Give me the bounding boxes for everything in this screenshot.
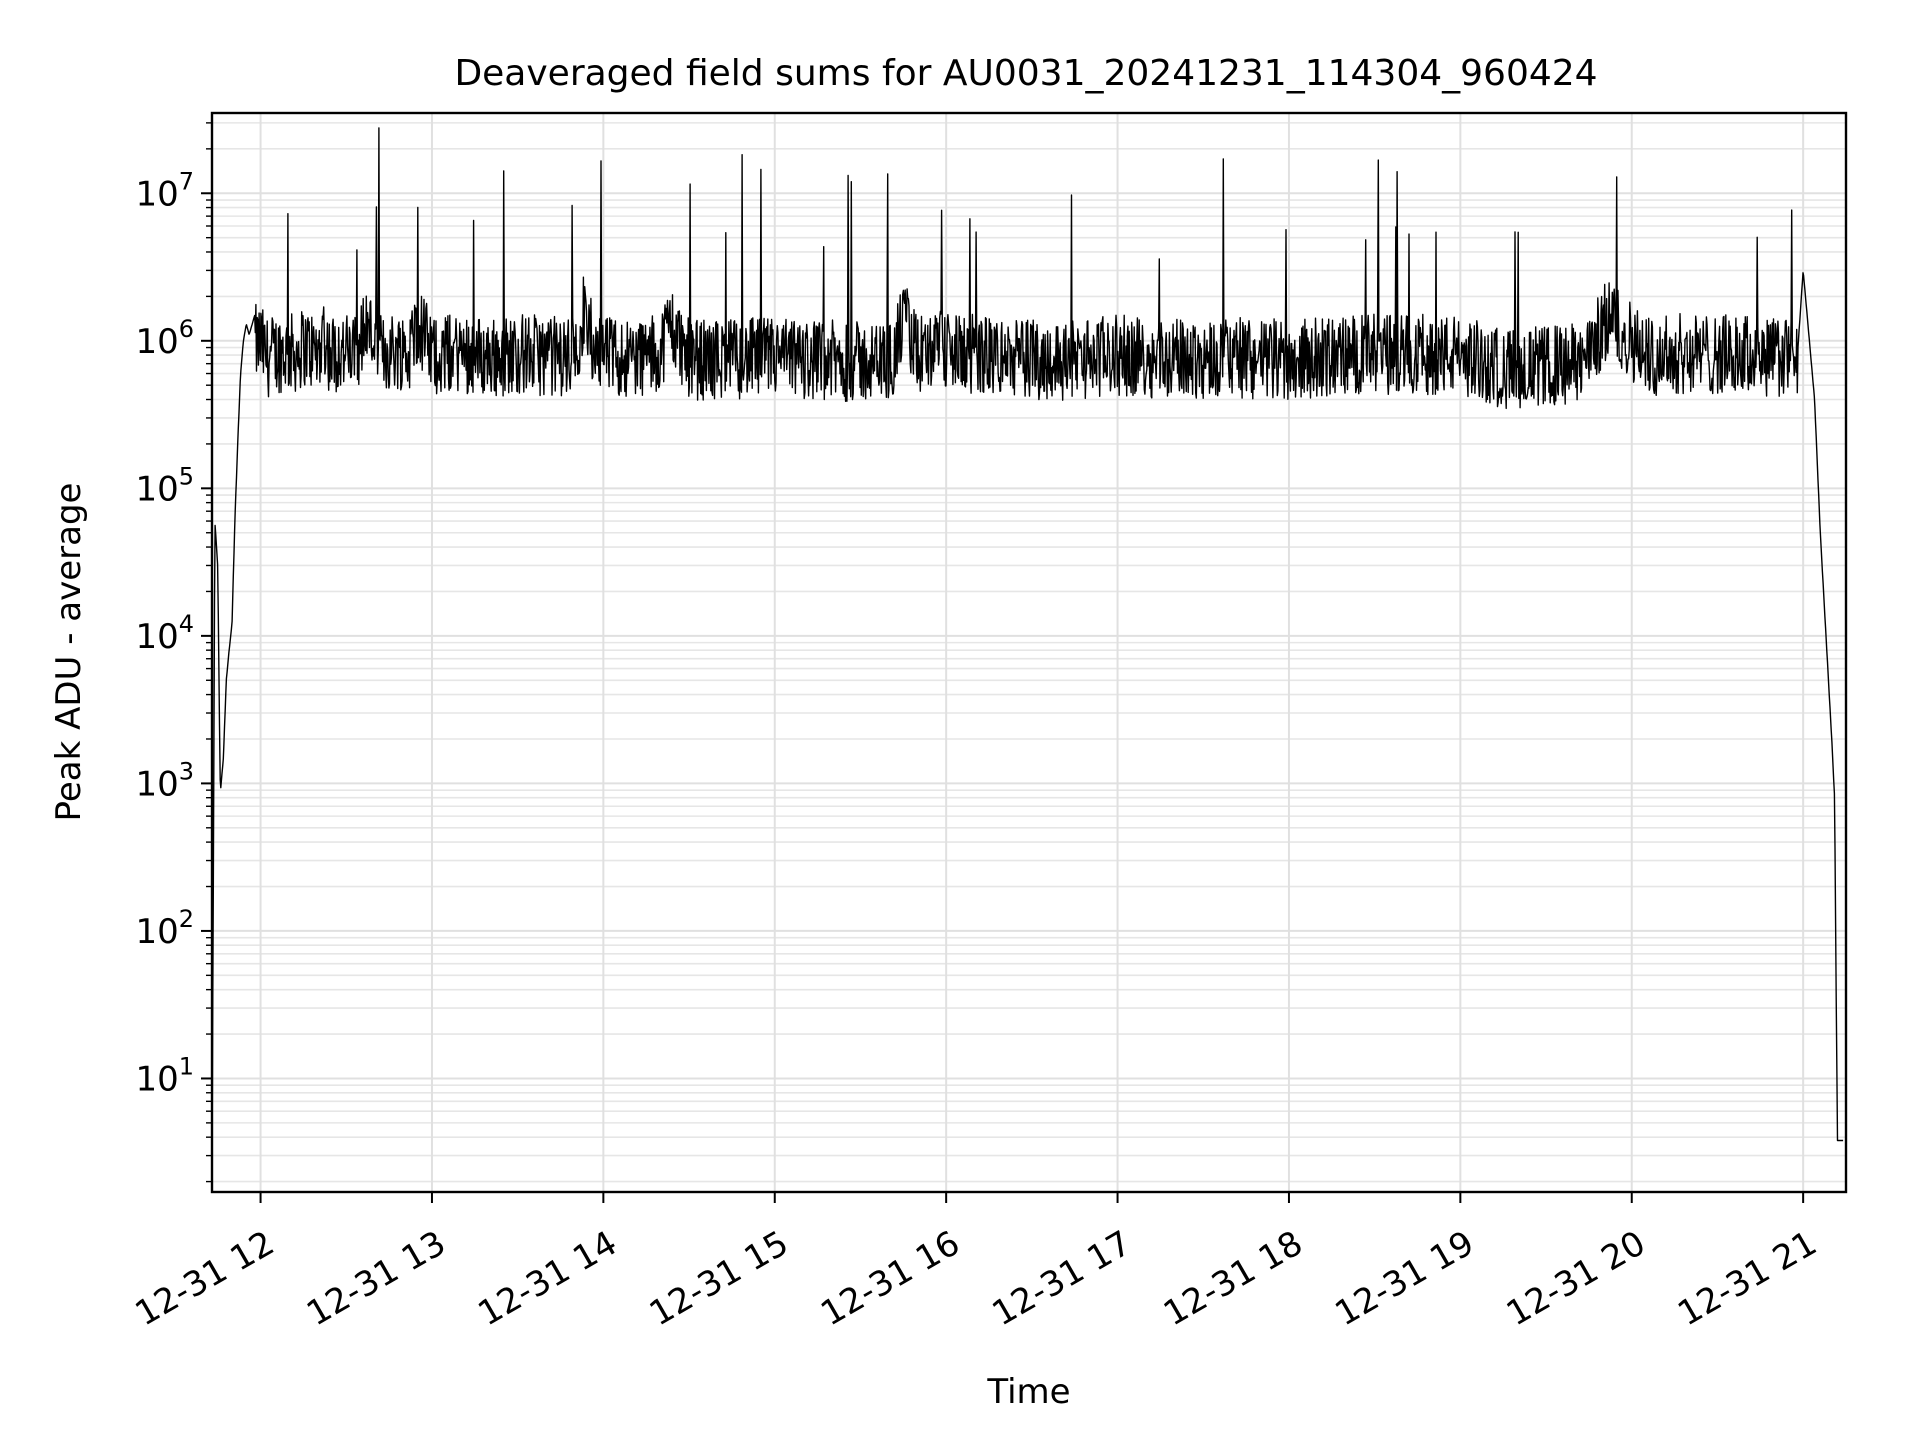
y-tick-label: 104 — [135, 610, 194, 657]
y-tick-label: 101 — [135, 1052, 194, 1099]
grid-lines — [212, 113, 1846, 1192]
y-axis: 101 102 103 104 105 106 107 — [135, 122, 212, 1183]
y-tick-label: 102 — [135, 905, 194, 952]
plot-series — [211, 127, 1844, 1182]
plot-frame — [210, 111, 1848, 1194]
series-line — [211, 127, 1844, 1182]
y-tick-label: 107 — [135, 167, 194, 214]
y-tick-label: 103 — [135, 757, 194, 804]
y-tick-label: 106 — [135, 315, 194, 362]
x-axis-label: Time — [986, 1372, 1070, 1412]
chart-title: Deaveraged field sums for AU0031_2024123… — [454, 53, 1597, 94]
y-axis-label: Peak ADU - average — [49, 483, 89, 822]
y-tick-label: 105 — [135, 462, 194, 509]
